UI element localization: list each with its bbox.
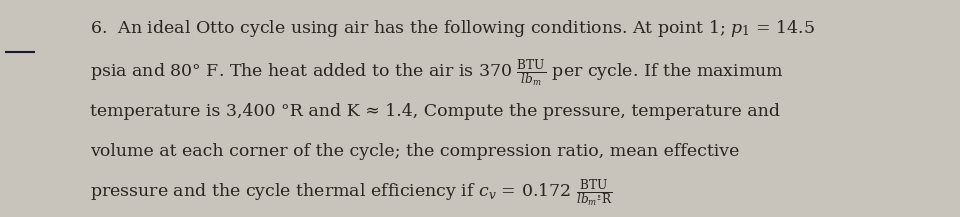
- Text: psia and 80° F. The heat added to the air is 370 $\frac{\mathrm{BTU}}{lb_m}$ per: psia and 80° F. The heat added to the ai…: [90, 58, 784, 90]
- Text: temperature is 3,400 °R and K ≈ 1.4, Compute the pressure, temperature and: temperature is 3,400 °R and K ≈ 1.4, Com…: [90, 103, 780, 120]
- Text: pressure and the cycle thermal efficiency if $c_v$ = 0.172 $\frac{\mathrm{BTU}}{: pressure and the cycle thermal efficienc…: [90, 178, 612, 210]
- Text: volume at each corner of the cycle; the compression ratio, mean effective: volume at each corner of the cycle; the …: [90, 143, 739, 160]
- Text: 6.  An ideal Otto cycle using air has the following conditions. At point 1; $p_1: 6. An ideal Otto cycle using air has the…: [90, 18, 815, 39]
